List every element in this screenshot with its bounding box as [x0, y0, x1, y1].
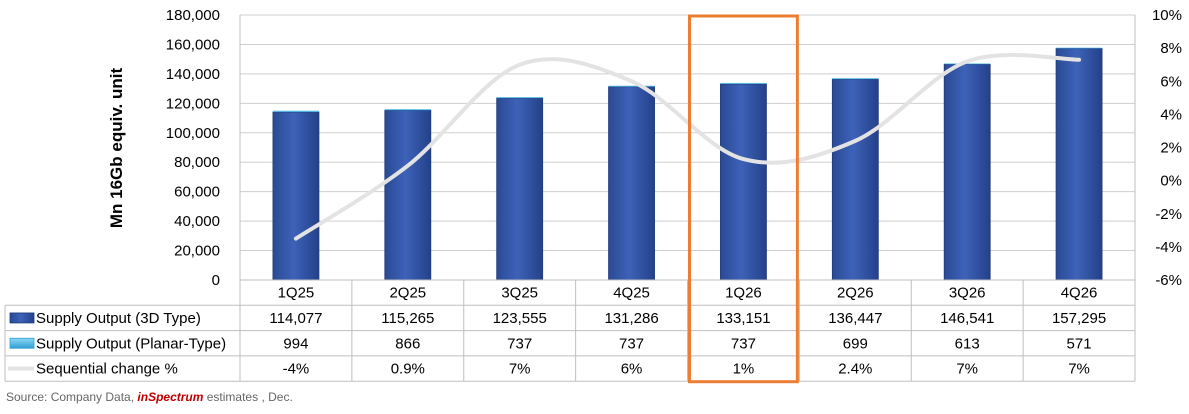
data-label: 737 — [619, 335, 644, 352]
bar-3d-type — [272, 111, 320, 281]
data-label: 133,151 — [716, 310, 770, 327]
data-label: 737 — [507, 335, 532, 352]
legend-label: Supply Output (3D Type) — [36, 310, 201, 327]
x-tick-label: 1Q25 — [278, 285, 315, 302]
y2-tick-label: 2% — [1160, 140, 1182, 157]
highlight — [688, 14, 799, 384]
bar-planar-type — [384, 109, 431, 111]
data-label: 571 — [1067, 335, 1092, 352]
y2-tick-label: 8% — [1160, 40, 1182, 57]
data-label: 131,286 — [604, 310, 658, 327]
data-label: 2.4% — [838, 361, 872, 378]
data-label: 7% — [1068, 361, 1090, 378]
bar-3d-type — [831, 78, 879, 281]
bar-planar-type — [496, 97, 543, 99]
y-tick-label: 120,000 — [166, 95, 220, 112]
bar-3d-type — [943, 63, 991, 281]
data-label: 114,077 — [269, 310, 322, 327]
bars — [272, 47, 1103, 281]
data-label: 157,295 — [1052, 310, 1106, 327]
gridlines — [240, 14, 1135, 252]
legend-key — [9, 312, 35, 324]
data-label: 699 — [843, 335, 868, 352]
bar-3d-type — [1055, 48, 1103, 281]
bar-planar-type — [720, 82, 767, 84]
y-tick-label: 40,000 — [174, 213, 220, 230]
legend-key — [9, 337, 35, 349]
y-tick-label: 80,000 — [174, 154, 220, 171]
y-tick-label: 0 — [212, 272, 220, 289]
bar-planar-type — [608, 85, 655, 87]
legend-label: Sequential change % — [36, 361, 178, 378]
source-note: Source: Company Data, inSpectrum estimat… — [6, 390, 293, 404]
sequential-change-line — [293, 52, 1082, 241]
bar-3d-type — [608, 86, 655, 281]
data-label: 136,447 — [828, 310, 882, 327]
x-tick-label: 4Q25 — [613, 285, 650, 302]
data-label: 994 — [283, 335, 308, 352]
bar-planar-type — [944, 63, 991, 65]
data-label: 115,265 — [381, 310, 434, 327]
data-label: 613 — [955, 335, 980, 352]
x-tick-label: 2Q26 — [837, 285, 874, 302]
y2-tick-label: 4% — [1160, 106, 1182, 123]
y2-tick-label: -2% — [1155, 206, 1182, 223]
source-suffix: estimates , Dec. — [203, 390, 293, 404]
bar-planar-type — [832, 78, 879, 80]
y-tick-label: 100,000 — [166, 125, 220, 142]
data-table: 1Q25 2Q25 3Q25 4Q25 1Q26 2Q26 3Q26 4Q26 Supply O… — [4, 279, 1136, 382]
bar-planar-type — [1056, 47, 1103, 49]
y-tick-label: 180,000 — [166, 7, 220, 24]
axes: 0 20,000 40,000 60,000 80,000 100,000 120,000 1… — [166, 7, 1182, 289]
y-tick-label: 60,000 — [174, 184, 220, 201]
data-label: 146,541 — [940, 310, 994, 327]
data-label: 123,555 — [493, 310, 547, 327]
y-tick-label: 20,000 — [174, 243, 220, 260]
data-label: 0.9% — [391, 361, 425, 378]
y2-tick-label: -6% — [1155, 272, 1182, 289]
data-label: -4% — [283, 361, 310, 378]
x-tick-label: 4Q26 — [1061, 285, 1098, 302]
x-tick-label: 3Q26 — [949, 285, 986, 302]
data-label: 6% — [621, 361, 643, 378]
y-axis-label: Mn 16Gb equiv. unit — [107, 68, 126, 229]
highlight-box — [688, 14, 799, 384]
sequential-line — [293, 52, 1082, 241]
x-tick-label: 1Q26 — [725, 285, 762, 302]
source-brand: inSpectrum — [137, 390, 204, 404]
y2-tick-label: 10% — [1152, 7, 1182, 24]
data-label: 1% — [733, 361, 755, 378]
bar-3d-type — [720, 83, 767, 281]
legend-label: Supply Output (Planar-Type) — [36, 335, 226, 352]
data-label: 7% — [956, 361, 978, 378]
y-tick-label: 140,000 — [166, 66, 220, 83]
x-tick-label: 2Q25 — [389, 285, 426, 302]
data-label: 737 — [731, 335, 756, 352]
source-prefix: Source: Company Data, — [6, 390, 138, 404]
bar-3d-type — [496, 97, 544, 281]
data-label: 7% — [509, 361, 531, 378]
data-label: 866 — [395, 335, 420, 352]
bar-planar-type — [272, 110, 319, 113]
x-tick-label: 3Q25 — [501, 285, 538, 302]
y2-tick-label: 6% — [1160, 73, 1182, 90]
y-tick-label: 160,000 — [166, 36, 220, 53]
y2-tick-label: -4% — [1155, 239, 1182, 256]
bar-3d-type — [384, 109, 432, 281]
y2-tick-label: 0% — [1160, 173, 1182, 190]
